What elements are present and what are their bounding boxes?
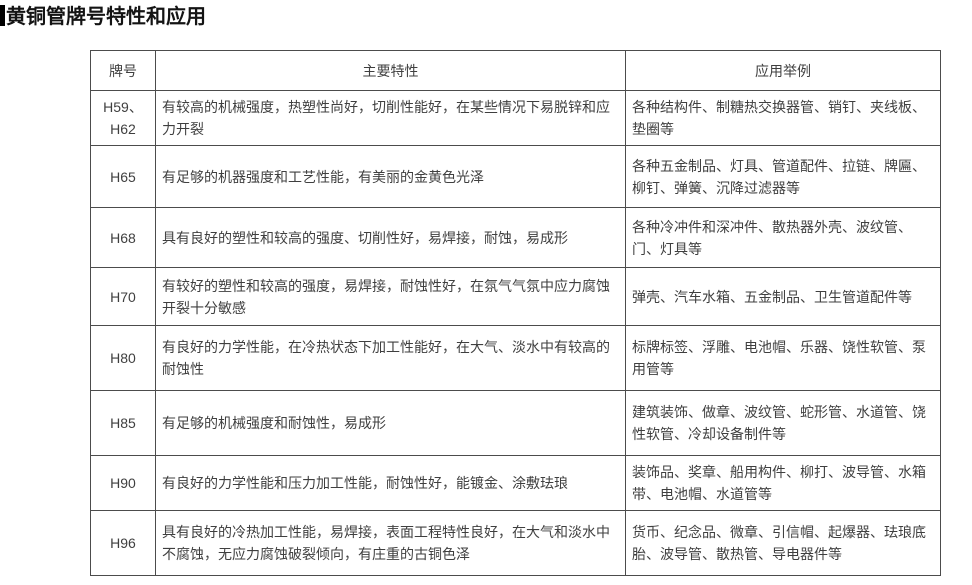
features-cell: 有较好的塑性和较高的强度，易焊接，耐蚀性好，在氛气气氛中应力腐蚀开裂十分敏感 <box>155 267 626 326</box>
grade-cell: H65 <box>90 145 156 208</box>
grade-cell: H85 <box>90 390 156 456</box>
grade-cell: H70 <box>90 267 156 326</box>
grade-cell: H59、H62 <box>90 90 156 146</box>
table-row: H80 有良好的力学性能，在冷热状态下加工性能好，在大气、淡水中有较高的耐蚀性 … <box>90 325 941 391</box>
grade-cell: H90 <box>90 455 156 511</box>
features-cell: 有良好的力学性能，在冷热状态下加工性能好，在大气、淡水中有较高的耐蚀性 <box>155 325 626 391</box>
table-header-row: 牌号 主要特性 应用举例 <box>90 50 941 91</box>
corner-mark <box>0 5 5 26</box>
header-grade: 牌号 <box>90 50 156 91</box>
applications-cell: 弹壳、汽车水箱、五金制品、卫生管道配件等 <box>625 267 941 326</box>
table-row: H59、H62 有较高的机械强度，热塑性尚好，切削性能好，在某些情况下易脱锌和应… <box>90 90 941 146</box>
grade-cell: H96 <box>90 510 156 576</box>
table-row: H90 有良好的力学性能和压力加工性能，耐蚀性好，能镀金、涂敷珐琅 装饰品、奖章… <box>90 455 941 511</box>
header-applications: 应用举例 <box>625 50 941 91</box>
features-cell: 具有良好的冷热加工性能，易焊接，表面工程特性良好，在大气和淡水中不腐蚀，无应力腐… <box>155 510 626 576</box>
applications-cell: 各种结构件、制糖热交换器管、销钉、夹线板、垫圈等 <box>625 90 941 146</box>
page-title: 黄铜管牌号特性和应用 <box>6 6 206 28</box>
applications-cell: 各种冷冲件和深冲件、散热器外壳、波纹管、门、灯具等 <box>625 207 941 268</box>
applications-cell: 装饰品、奖章、船用构件、柳打、波导管、水箱带、电池帽、水道管等 <box>625 455 941 511</box>
table-row: H85 有足够的机械强度和耐蚀性，易成形 建筑装饰、做章、波纹管、蛇形管、水道管… <box>90 390 941 456</box>
features-cell: 有较高的机械强度，热塑性尚好，切削性能好，在某些情况下易脱锌和应力开裂 <box>155 90 626 146</box>
header-features: 主要特性 <box>155 50 626 91</box>
features-cell: 具有良好的塑性和较高的强度、切削性好，易焊接，耐蚀，易成形 <box>155 207 626 268</box>
brass-grade-table: 牌号 主要特性 应用举例 H59、H62 有较高的机械强度，热塑性尚好，切削性能… <box>90 50 941 576</box>
features-cell: 有足够的机器强度和工艺性能，有美丽的金黄色光泽 <box>155 145 626 208</box>
grade-cell: H68 <box>90 207 156 268</box>
table-row: H65 有足够的机器强度和工艺性能，有美丽的金黄色光泽 各种五金制品、灯具、管道… <box>90 145 941 208</box>
grade-cell: H80 <box>90 325 156 391</box>
applications-cell: 建筑装饰、做章、波纹管、蛇形管、水道管、饶性软管、冷却设备制件等 <box>625 390 941 456</box>
table-row: H96 具有良好的冷热加工性能，易焊接，表面工程特性良好，在大气和淡水中不腐蚀，… <box>90 510 941 576</box>
table-row: H68 具有良好的塑性和较高的强度、切削性好，易焊接，耐蚀，易成形 各种冷冲件和… <box>90 207 941 268</box>
applications-cell: 标牌标签、浮雕、电池帽、乐器、饶性软管、泵用管等 <box>625 325 941 391</box>
table-row: H70 有较好的塑性和较高的强度，易焊接，耐蚀性好，在氛气气氛中应力腐蚀开裂十分… <box>90 267 941 326</box>
applications-cell: 各种五金制品、灯具、管道配件、拉链、牌匾、柳钉、弹簧、沉降过滤器等 <box>625 145 941 208</box>
applications-cell: 货币、纪念品、微章、引信帽、起爆器、珐琅底胎、波导管、散热管、导电器件等 <box>625 510 941 576</box>
features-cell: 有足够的机械强度和耐蚀性，易成形 <box>155 390 626 456</box>
features-cell: 有良好的力学性能和压力加工性能，耐蚀性好，能镀金、涂敷珐琅 <box>155 455 626 511</box>
